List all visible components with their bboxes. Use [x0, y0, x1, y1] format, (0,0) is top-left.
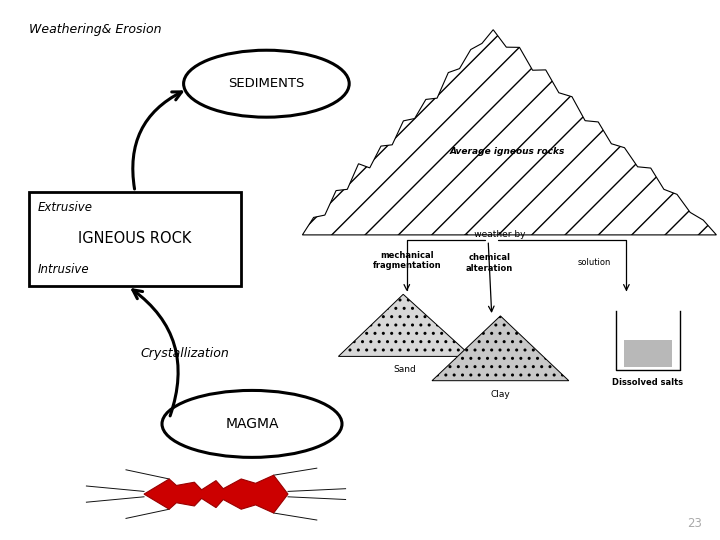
Text: Average igneous rocks: Average igneous rocks: [450, 147, 565, 156]
Text: Crystallization: Crystallization: [140, 347, 229, 360]
Text: chemical
alteration: chemical alteration: [466, 253, 513, 273]
Polygon shape: [432, 316, 569, 381]
Text: Weathering& Erosion: Weathering& Erosion: [29, 23, 161, 36]
Bar: [624, 341, 672, 367]
Text: mechanical
fragmentation: mechanical fragmentation: [372, 251, 441, 270]
Polygon shape: [338, 294, 472, 356]
FancyArrowPatch shape: [132, 92, 181, 189]
Text: MAGMA: MAGMA: [225, 417, 279, 431]
Text: SEDIMENTS: SEDIMENTS: [228, 77, 305, 90]
Text: Sand: Sand: [393, 364, 416, 374]
Text: Clay: Clay: [490, 390, 510, 399]
Text: –  weather by: – weather by: [464, 231, 526, 239]
Text: IGNEOUS ROCK: IGNEOUS ROCK: [78, 232, 192, 246]
Ellipse shape: [184, 50, 349, 117]
Text: Intrusive: Intrusive: [37, 264, 89, 276]
Text: solution: solution: [577, 258, 611, 267]
Ellipse shape: [162, 390, 342, 457]
Polygon shape: [144, 475, 288, 513]
Text: Dissolved salts: Dissolved salts: [613, 378, 683, 387]
Polygon shape: [302, 30, 716, 235]
Text: 23: 23: [687, 517, 702, 530]
Bar: [29, 192, 241, 286]
Text: Extrusive: Extrusive: [37, 201, 92, 214]
FancyArrowPatch shape: [132, 290, 178, 416]
